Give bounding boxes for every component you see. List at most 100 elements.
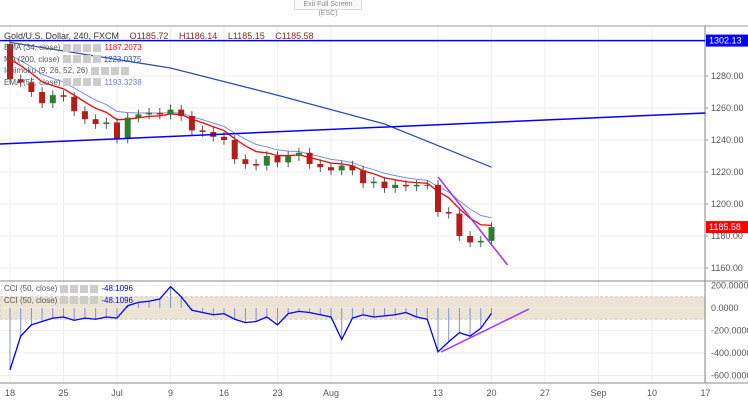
indicator-legend[interactable]: EMA (55, close) 1193.3238: [4, 78, 142, 87]
gear-icon[interactable]: [70, 284, 79, 293]
eye-icon[interactable]: [91, 66, 100, 75]
plus-icon[interactable]: [83, 78, 92, 86]
candle: [7, 39, 13, 84]
candle: [456, 208, 463, 241]
close-icon[interactable]: [92, 55, 101, 63]
gear-icon[interactable]: [72, 55, 81, 63]
legend-buttons[interactable]: [63, 43, 102, 52]
cci-trend-line[interactable]: [440, 308, 530, 353]
legend-value: 1223.0375: [103, 54, 142, 64]
date-tick-label: 25: [58, 388, 68, 398]
close-icon[interactable]: [93, 43, 102, 52]
price-tick-label: 1260.00: [711, 103, 744, 113]
eye-icon[interactable]: [63, 43, 72, 52]
candle: [370, 176, 377, 188]
price-tick-label: 1200.00: [711, 199, 744, 209]
candle: [231, 135, 238, 164]
price-tick-label: 1160.00: [711, 263, 743, 273]
trend-line[interactable]: [437, 176, 509, 266]
date-tick-label: 17: [700, 388, 710, 398]
candle: [402, 180, 409, 192]
eye-icon[interactable]: [63, 78, 72, 86]
exit-fullscreen-button[interactable]: Exit Full Screen (ESC): [294, 0, 362, 17]
candle: [445, 207, 452, 219]
plus-icon[interactable]: [82, 55, 91, 63]
date-tick-label: 23: [272, 388, 282, 398]
candle: [263, 151, 270, 171]
legend-buttons[interactable]: [62, 55, 101, 63]
last-price-label: 1185.58: [709, 222, 741, 232]
candle: [28, 77, 35, 97]
candle: [349, 160, 356, 176]
date-tick-label: Jul: [111, 388, 123, 398]
cci-tick-label: 0.0000: [711, 303, 739, 313]
close-icon[interactable]: [121, 66, 130, 75]
gear-icon[interactable]: [101, 66, 110, 75]
candle: [424, 180, 431, 190]
legend-buttons[interactable]: [63, 78, 102, 86]
trend-line[interactable]: [0, 112, 706, 145]
eye-icon[interactable]: [62, 55, 71, 63]
candle: [17, 74, 24, 88]
legend-buttons[interactable]: [91, 66, 130, 75]
indicator-legend[interactable]: Ichimoku (9, 26, 52, 26): [4, 66, 132, 75]
close-icon[interactable]: [90, 284, 99, 293]
legend-label: CCI (50, close): [4, 284, 58, 293]
cci-legend[interactable]: CCI (50, close) -48.1096: [4, 296, 133, 305]
eye-icon[interactable]: [60, 284, 69, 293]
candle: [338, 160, 345, 176]
cci-tick-label: -400.0000: [711, 348, 748, 358]
candle: [39, 87, 46, 108]
gear-icon[interactable]: [70, 296, 79, 304]
legend-value: -48.1096: [101, 295, 133, 305]
legend-value: -48.1096: [101, 284, 133, 293]
candle: [49, 90, 56, 108]
cci-tick-label: 200.0000: [711, 281, 748, 291]
legend-label: EMA (55, close): [4, 77, 61, 87]
plus-icon[interactable]: [111, 66, 120, 75]
candle: [488, 222, 495, 246]
close-icon[interactable]: [93, 78, 102, 86]
legend-buttons[interactable]: [60, 296, 99, 304]
close-icon[interactable]: [90, 296, 99, 304]
eye-icon[interactable]: [60, 296, 69, 304]
indicator-legend[interactable]: EMA (34, close) 1187.2073: [4, 43, 142, 52]
candle: [146, 108, 153, 120]
price-tick-label: 1220.00: [711, 167, 744, 177]
plus-icon[interactable]: [80, 296, 89, 304]
symbol-label[interactable]: Gold/U.S. Dollar, 240, FXCM: [4, 31, 120, 41]
cci-tick-label: -600.0000: [711, 371, 748, 381]
gear-icon[interactable]: [73, 43, 82, 52]
date-tick-label: Sep: [590, 388, 606, 398]
gear-icon[interactable]: [73, 78, 82, 86]
date-tick-label: 20: [486, 388, 496, 398]
resistance-price-label-bg: [706, 34, 748, 47]
date-tick-label: 16: [219, 388, 229, 398]
ohlc-high: H1186.14: [178, 31, 218, 41]
candle: [135, 109, 142, 123]
price-tick-label: 1180.00: [711, 231, 743, 241]
date-tick-label: 13: [433, 388, 443, 398]
price-tick-label: 1240.00: [711, 135, 744, 145]
resistance-price-label: 1302.13: [709, 36, 742, 46]
candle: [435, 180, 441, 217]
ohlc-close: C1185.58: [275, 31, 314, 41]
ema55-line: [9, 54, 492, 219]
candle: [156, 108, 163, 120]
cci-legend[interactable]: CCI (50, close) -48.1096: [4, 284, 133, 293]
indicator-legend[interactable]: MA (200, close) 1223.0375: [4, 55, 141, 64]
plus-icon[interactable]: [80, 284, 89, 293]
plus-icon[interactable]: [83, 43, 92, 52]
candle: [60, 90, 67, 102]
candle: [242, 154, 249, 169]
candle: [317, 159, 324, 172]
ma200-line: [9, 41, 492, 168]
cci-line: [9, 285, 493, 371]
date-tick-label: 9: [168, 388, 173, 398]
legend-buttons[interactable]: [60, 284, 99, 293]
legend-value: 1187.2073: [104, 43, 142, 52]
legend-label: MA (200, close): [4, 54, 60, 64]
candle: [392, 180, 399, 193]
candle: [103, 117, 110, 129]
